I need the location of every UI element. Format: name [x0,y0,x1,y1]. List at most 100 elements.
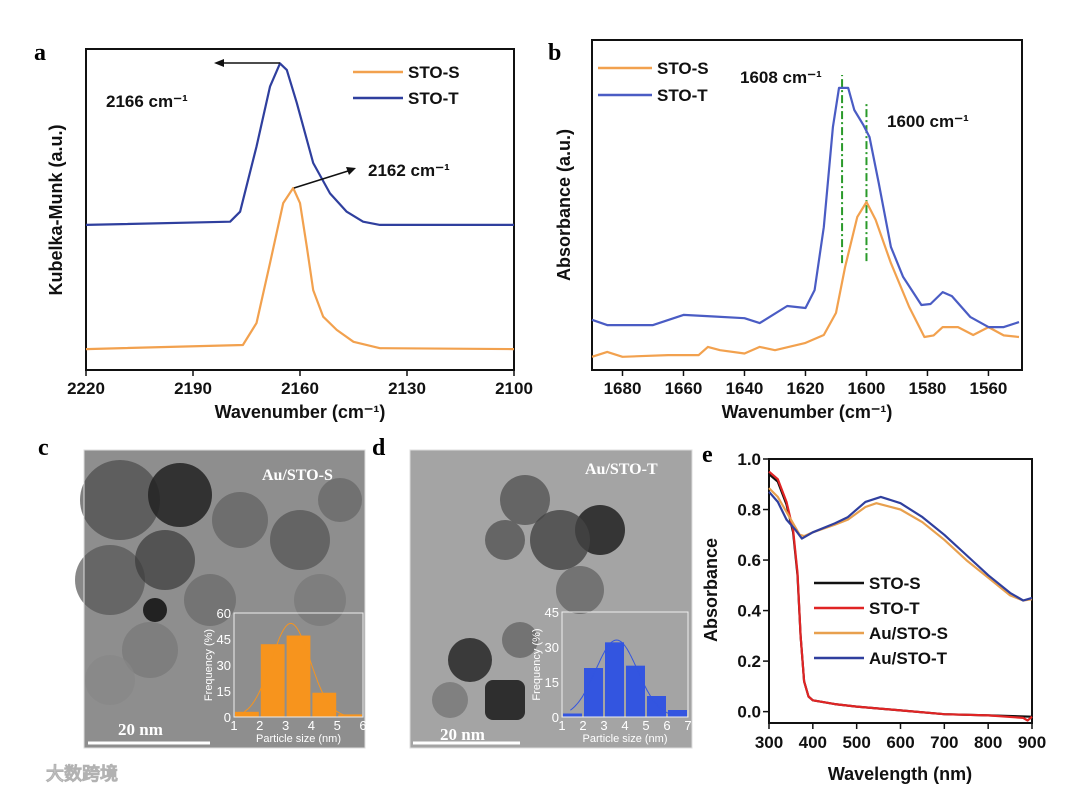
watermark-logo: 大数跨境 [11,762,118,784]
x-tick-label: 1640 [726,379,764,398]
x-tick-label: 1660 [665,379,703,398]
x-tick-label: 800 [974,733,1002,752]
histogram-bar [235,711,259,717]
x-axis-title: Wavenumber (cm⁻¹) [215,402,386,422]
x-tick-label: 2220 [67,379,105,398]
x-tick-label: 5 [642,718,649,733]
histogram-bar [668,710,687,717]
watermark-text: 大数跨境 [46,763,118,784]
panel-label-a: a [34,40,46,66]
legend-label: Au/STO-S [869,624,948,643]
legend-label: STO-S [408,63,460,82]
x-tick-label: 1680 [604,379,642,398]
y-tick-label: 45 [217,632,231,647]
y-tick-label: 0 [224,710,231,725]
fit-curve [244,622,353,717]
arrow-head-icon [214,59,224,67]
legend-label: STO-T [408,89,459,108]
y-tick-label: 0.6 [737,551,761,570]
histogram-bar [647,696,666,717]
histogram-bar [584,668,603,717]
series-line-sto-t [85,62,514,226]
x-tick-label: 2130 [388,379,426,398]
y-axis-title: Absorbance [701,538,721,642]
scale-bar-label-c: 20 nm [118,720,163,739]
y-tick-label: 30 [545,640,559,655]
image-label-d: Au/STO-T [585,461,658,478]
x-tick-label: 700 [930,733,958,752]
y-tick-label: 15 [545,675,559,690]
image-label-c: Au/STO-S [262,467,333,484]
series-line-sto-t [591,86,1020,329]
x-tick-label: 6 [663,718,670,733]
y-tick-label: 15 [217,684,231,699]
x-axis-title: Wavenumber (cm⁻¹) [722,402,893,422]
y-tick-label: 45 [545,605,559,620]
x-tick-label: 1620 [787,379,825,398]
histogram-bar [605,642,624,717]
x-tick-label: 3 [282,718,289,733]
x-tick-label: 7 [684,718,691,733]
plot-frame-b [591,39,1023,371]
y-tick-label: 0.2 [737,652,761,671]
histogram-bar [626,665,645,717]
panel-label-b: b [548,40,561,66]
y-tick-label: 0 [552,710,559,725]
panel-label-e: e [702,442,713,468]
x-tick-label: 3 [600,718,607,733]
y-tick-label: 60 [217,606,231,621]
x-axis-title: Particle size (nm) [583,733,668,745]
scale-bar-label-d: 20 nm [440,725,485,744]
legend-label: STO-S [657,59,709,78]
legend-label: STO-T [657,86,708,105]
panel-label-d: d [372,435,386,461]
series-line-sto-s [591,200,1020,358]
y-tick-label: 1.0 [737,450,761,469]
annotation-arrow [293,170,349,189]
legend-label: Au/STO-T [869,649,948,668]
x-tick-label: 4 [308,718,315,733]
x-tick-label: 2100 [495,379,533,398]
annotation-label: 1600 cm⁻¹ [887,112,969,131]
histogram-bar [563,713,582,717]
x-axis-title: Wavelength (nm) [828,764,972,784]
x-tick-label: 600 [886,733,914,752]
histogram-bar [312,692,337,717]
x-tick-label: 2190 [174,379,212,398]
fit-curve [570,639,680,717]
inset-frame [233,612,364,718]
histogram-bar [260,644,285,717]
y-axis-title: Frequency (%) [531,628,543,700]
x-tick-label: 900 [1018,733,1046,752]
legend-label: STO-T [869,599,920,618]
x-tick-label: 500 [842,733,870,752]
y-tick-label: 0.4 [737,602,761,621]
inset-frame [561,611,689,718]
annotation-label: 2162 cm⁻¹ [368,161,450,180]
annotation-label: 2166 cm⁻¹ [106,92,188,111]
y-axis-title: Frequency (%) [203,629,215,701]
histogram-bar [286,635,311,717]
x-tick-label: 1580 [909,379,947,398]
arrow-head-icon [346,167,356,175]
series-line-au-sto-t [768,491,1033,602]
y-axis-title: Kubelka-Munk (a.u.) [46,124,66,295]
x-tick-label: 300 [755,733,783,752]
panel-label-c: c [38,435,49,461]
x-tick-label: 5 [334,718,341,733]
y-axis-title: Absorbance (a.u.) [554,129,574,281]
x-tick-label: 6 [359,718,366,733]
x-tick-label: 2 [579,718,586,733]
x-tick-label: 1560 [970,379,1008,398]
x-tick-label: 4 [621,718,628,733]
x-tick-label: 1 [558,718,565,733]
series-line-sto-s [85,186,515,351]
legend-label: STO-S [869,574,921,593]
y-tick-label: 30 [217,658,231,673]
x-tick-label: 2 [256,718,263,733]
x-axis-title: Particle size (nm) [256,733,341,745]
x-tick-label: 2160 [281,379,319,398]
annotation-label: 1608 cm⁻¹ [740,68,822,87]
